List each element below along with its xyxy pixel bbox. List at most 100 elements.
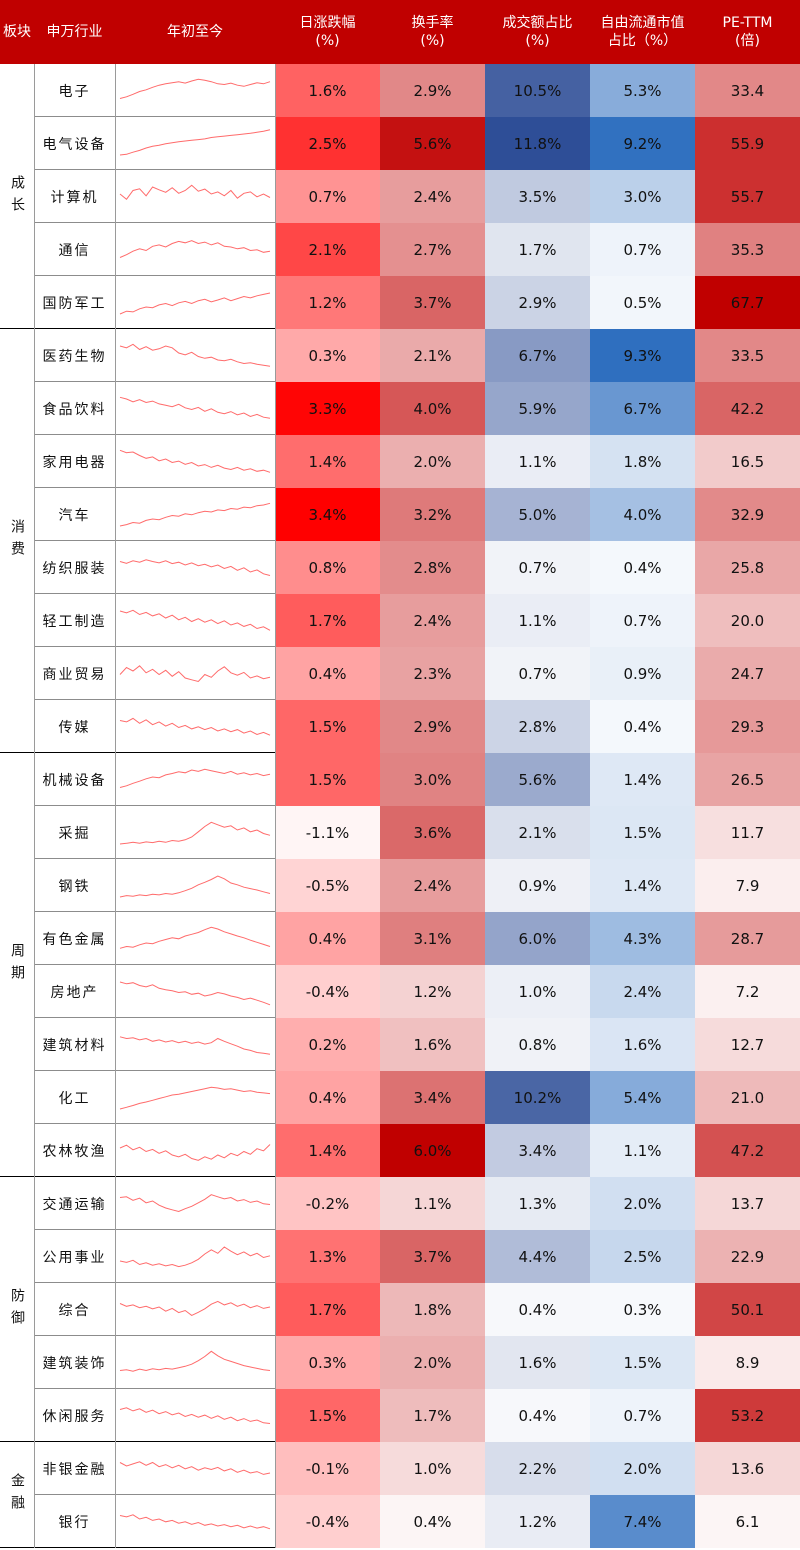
sparkline-series (119, 821, 271, 845)
change-value-text: 1.4% (308, 1141, 347, 1160)
volume-share-value: 5.6% (485, 753, 590, 806)
row-divider (34, 116, 275, 117)
turnover-value-text: 1.0% (413, 1459, 452, 1478)
ytd-sparkline (119, 717, 271, 736)
volume-share-value-text: 0.8% (518, 1035, 557, 1054)
industry-name-text: 休闲服务 (42, 1408, 107, 1425)
row-divider (34, 911, 275, 912)
float-share-value-text: 6.7% (623, 399, 662, 418)
sparkline-series (119, 129, 271, 156)
sparkline-series (119, 396, 271, 419)
header-volume-share: 成交额占比 (%) (485, 0, 590, 64)
industry-name: 电气设备 (34, 117, 115, 170)
turnover-value: 3.7% (380, 276, 485, 329)
change-value: -0.2% (275, 1177, 380, 1230)
industry-name-text: 房地产 (50, 984, 99, 1001)
pe-value: 24.7 (695, 647, 800, 700)
float-share-value: 4.3% (590, 912, 695, 965)
float-share-value-text: 9.3% (623, 346, 662, 365)
sparkline-series (119, 1514, 271, 1530)
float-share-value: 6.7% (590, 382, 695, 435)
industry-name-text: 农林牧渔 (42, 1143, 107, 1160)
volume-share-value-text: 4.4% (518, 1247, 557, 1266)
turnover-value: 2.4% (380, 170, 485, 223)
pe-value: 55.9 (695, 117, 800, 170)
pe-value: 29.3 (695, 700, 800, 753)
pe-value-text: 55.9 (730, 134, 765, 153)
volume-share-value-text: 2.9% (518, 293, 557, 312)
ytd-sparkline (119, 1194, 271, 1213)
industry-name: 计算机 (34, 170, 115, 223)
pe-value-text: 8.9 (735, 1353, 760, 1372)
sparkline-series (119, 502, 271, 527)
pe-value: 7.2 (695, 965, 800, 1018)
pe-value: 6.1 (695, 1495, 800, 1548)
change-value: -1.1% (275, 806, 380, 859)
turnover-value-text: 1.2% (413, 982, 452, 1001)
change-value: 1.3% (275, 1230, 380, 1283)
industry-name: 传媒 (34, 700, 115, 753)
turnover-value: 3.7% (380, 1230, 485, 1283)
row-divider (34, 1123, 275, 1124)
float-share-value: 7.4% (590, 1495, 695, 1548)
change-value: 0.4% (275, 1071, 380, 1124)
industry-name-text: 传媒 (58, 719, 91, 736)
pe-value-text: 16.5 (730, 452, 765, 471)
pe-value-text: 50.1 (730, 1300, 765, 1319)
pe-value-text: 55.7 (730, 187, 765, 206)
float-share-value: 5.4% (590, 1071, 695, 1124)
change-value-text: -0.1% (305, 1459, 350, 1478)
change-value-text: 0.4% (308, 1088, 347, 1107)
turnover-value-text: 1.7% (413, 1406, 452, 1425)
turnover-value: 3.6% (380, 806, 485, 859)
change-value-text: 0.7% (308, 187, 347, 206)
float-share-value-text: 0.5% (623, 293, 662, 312)
pe-value-text: 20.0 (730, 611, 765, 630)
pe-value-text: 33.4 (730, 81, 765, 100)
ytd-sparkline (119, 609, 271, 631)
row-divider (34, 222, 275, 223)
float-share-value: 0.9% (590, 647, 695, 700)
industry-name: 汽车 (34, 488, 115, 541)
pe-value-text: 28.7 (730, 929, 765, 948)
volume-share-value-text: 1.6% (518, 1353, 557, 1372)
float-share-value: 0.7% (590, 223, 695, 276)
pe-value: 50.1 (695, 1283, 800, 1336)
industry-name-text: 家用电器 (42, 454, 107, 471)
industry-name-text: 纺织服装 (42, 560, 107, 577)
row-divider (34, 1070, 275, 1071)
industry-name: 公用事业 (34, 1230, 115, 1283)
pe-value: 21.0 (695, 1071, 800, 1124)
turnover-value-text: 2.0% (413, 1353, 452, 1372)
industry-name-text: 计算机 (50, 189, 99, 206)
turnover-value: 3.0% (380, 753, 485, 806)
change-value: 1.6% (275, 64, 380, 117)
turnover-value: 2.4% (380, 594, 485, 647)
industry-name: 钢铁 (34, 859, 115, 912)
section-label: 成长 (0, 64, 34, 329)
volume-share-value: 0.4% (485, 1283, 590, 1336)
change-value: 2.1% (275, 223, 380, 276)
change-value-text: 2.5% (308, 134, 347, 153)
turnover-value: 6.0% (380, 1124, 485, 1177)
industry-name-text: 医药生物 (42, 348, 107, 365)
volume-share-value: 10.5% (485, 64, 590, 117)
float-share-value-text: 0.7% (623, 1406, 662, 1425)
header-pe: PE-TTM (倍) (695, 0, 800, 64)
section-label-text: 消费 (9, 519, 25, 563)
turnover-value-text: 3.1% (413, 929, 452, 948)
row-divider (34, 1017, 275, 1018)
industry-name: 农林牧渔 (34, 1124, 115, 1177)
industry-name-text: 钢铁 (58, 878, 91, 895)
sparkline-series (119, 717, 271, 736)
volume-share-value: 1.1% (485, 435, 590, 488)
section-label-text: 防御 (9, 1287, 25, 1332)
pe-value: 55.7 (695, 170, 800, 223)
float-share-value: 5.3% (590, 64, 695, 117)
float-share-value: 1.5% (590, 1336, 695, 1389)
header-turnover: 换手率 (%) (380, 0, 485, 64)
pe-value: 33.5 (695, 329, 800, 382)
volume-share-value-text: 6.7% (518, 346, 557, 365)
pe-value-text: 29.3 (730, 717, 765, 736)
volume-share-value-text: 1.2% (518, 1512, 557, 1531)
